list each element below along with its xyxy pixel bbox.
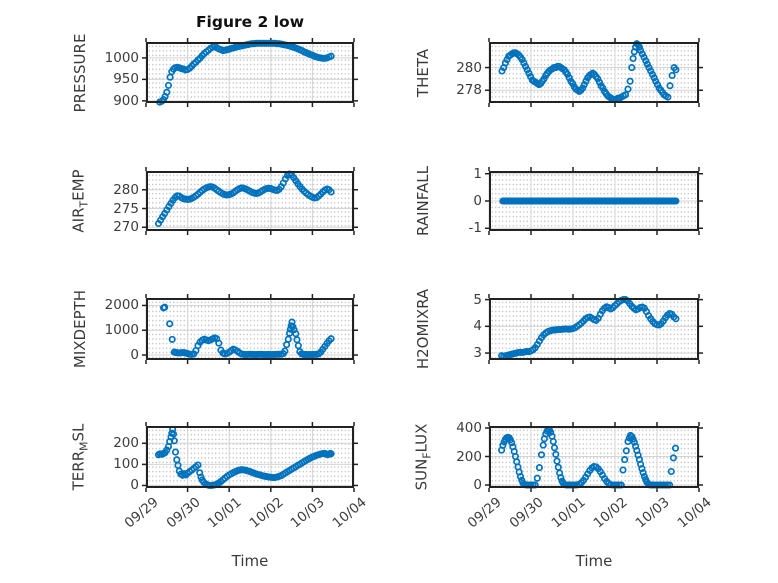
y-tick-label: 1000 — [104, 322, 139, 339]
y-tick-label: 900 — [113, 92, 139, 109]
ylabel-air-temp: AIRTEMP — [70, 169, 91, 232]
x-axis-label-left: Time — [231, 552, 269, 570]
ylabel-part: T — [77, 200, 91, 208]
ylabel-pressure: PRESSURE — [71, 33, 89, 112]
ylabel-part: RAINFALL — [414, 166, 432, 236]
axes-frame — [146, 298, 354, 360]
y-tick-label: 5 — [473, 291, 482, 308]
tick-marks — [485, 422, 703, 492]
subplot-terr-msl — [142, 422, 358, 492]
scatter-series-air-temp — [154, 170, 335, 228]
y-tick-label: 270 — [113, 219, 139, 236]
y-tick-label: 278 — [456, 82, 482, 99]
axes-frame — [489, 298, 699, 360]
y-tick-label: -1 — [468, 220, 482, 237]
tick-marks — [142, 294, 358, 364]
y-tick-label: 0 — [473, 193, 482, 209]
y-tick-label: 275 — [113, 200, 139, 217]
ylabel-part: F — [420, 452, 434, 459]
ylabel-terr-msl: TERRMSL — [70, 424, 91, 491]
y-tick-label: 0 — [473, 477, 482, 493]
ylabel-theta: THETA — [414, 48, 432, 96]
subplot-rainfall — [485, 167, 703, 235]
tick-marks — [142, 167, 358, 235]
ylabel-mixdepth: MIXDEPTH — [71, 290, 89, 368]
scatter-series-mixdepth — [159, 303, 335, 359]
y-tick-label: 280 — [456, 59, 482, 76]
y-tick-label: 200 — [456, 448, 482, 465]
plot-area-theta — [485, 38, 703, 107]
scatter-series-theta — [498, 40, 680, 103]
scatter-series-h2omixra — [498, 296, 680, 360]
plot-area-rainfall — [485, 167, 703, 235]
plot-area-air-temp — [142, 167, 358, 235]
ylabel-part: AIR — [69, 207, 88, 233]
x-axis-label-right: Time — [575, 552, 613, 570]
figure-title: Figure 2 low — [195, 13, 305, 31]
y-tick-label: 4 — [473, 318, 482, 335]
plot-area-mixdepth — [142, 294, 358, 364]
y-tick-label: 2000 — [104, 297, 139, 314]
plot-area-h2omixra — [485, 294, 703, 364]
y-tick-label: 950 — [113, 71, 139, 88]
scatter-series-sun-flux — [498, 426, 680, 489]
ylabel-part: THETA — [414, 48, 432, 97]
ylabel-part: EMP — [69, 169, 88, 201]
y-tick-label: 400 — [456, 419, 482, 436]
tick-marks — [485, 294, 703, 364]
grid-lines — [145, 42, 355, 103]
subplot-pressure — [142, 38, 358, 107]
axes-frame — [146, 171, 354, 231]
tick-marks — [485, 167, 703, 235]
subplot-h2omixra — [485, 294, 703, 364]
grid-lines — [145, 171, 355, 231]
plot-area-sun-flux — [485, 422, 703, 492]
y-tick-label: 280 — [113, 181, 139, 198]
ylabel-rainfall: RAINFALL — [414, 166, 432, 236]
subplot-sun-flux — [485, 422, 703, 492]
scatter-series-rainfall — [499, 197, 680, 205]
ylabel-part: SUN — [412, 458, 431, 491]
subplot-air-temp — [142, 167, 358, 235]
y-tick-label: 3 — [473, 345, 482, 362]
ylabel-sun-flux: SUNFLUX — [413, 424, 434, 491]
scatter-series-terr-msl — [154, 425, 335, 490]
y-tick-label: 0 — [130, 347, 139, 364]
axes-frame — [489, 42, 699, 103]
y-tick-label: 100 — [113, 456, 139, 473]
plot-area-terr-msl — [142, 422, 358, 492]
axes-frame — [146, 42, 354, 103]
axes-frame — [489, 426, 699, 488]
ylabel-part: H2OMIXRA — [414, 288, 432, 370]
tick-marks — [142, 422, 358, 492]
ylabel-h2omixra: H2OMIXRA — [414, 289, 432, 369]
y-tick-label: 1000 — [104, 49, 139, 66]
ylabel-part: TERR — [69, 450, 88, 491]
scatter-series-pressure — [156, 39, 335, 106]
tick-marks — [485, 38, 703, 107]
axes-frame — [489, 171, 699, 231]
y-tick-label: 1 — [473, 165, 482, 182]
ylabel-part: LUX — [412, 423, 431, 453]
ylabel-part: M — [77, 441, 91, 451]
axes-frame — [146, 426, 354, 488]
ylabel-part: SL — [69, 423, 88, 442]
subplot-mixdepth — [142, 294, 358, 364]
tick-marks — [142, 38, 358, 107]
y-tick-label: 0 — [130, 477, 139, 494]
y-tick-label: 200 — [113, 435, 139, 452]
ylabel-part: PRESSURE — [71, 33, 89, 112]
plot-area-pressure — [142, 38, 358, 107]
ylabel-part: MIXDEPTH — [71, 289, 89, 369]
subplot-theta — [485, 38, 703, 107]
